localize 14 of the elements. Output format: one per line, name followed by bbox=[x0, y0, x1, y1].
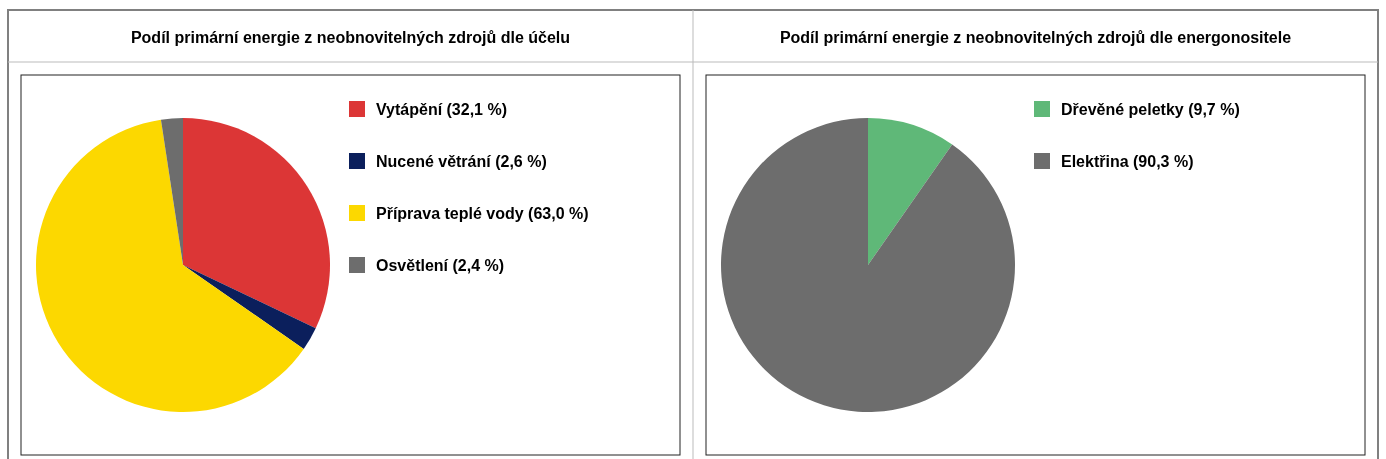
pie-slice bbox=[868, 118, 953, 265]
legend-label: Osvětlení (2,4 %) bbox=[376, 257, 505, 274]
pie-slice bbox=[160, 118, 183, 265]
chart-title: Podíl primární energie z neobnovitelných zdrojů dle energonositele bbox=[779, 29, 1292, 46]
legend-label: Nucené větrání (2,6 %) bbox=[376, 153, 547, 170]
pie-slice bbox=[183, 265, 316, 349]
legend-label: Vytápění (32,1 %) bbox=[376, 101, 508, 118]
legend-label: Dřevěné peletky (9,7 %) bbox=[1061, 101, 1240, 118]
chart-title: Podíl primární energie z neobnovitelných zdrojů dle účelu bbox=[130, 29, 571, 46]
legend-label: Elektřina (90,3 %) bbox=[1061, 153, 1194, 170]
pie-slice bbox=[36, 119, 304, 412]
pie-slice bbox=[183, 118, 330, 329]
pie-slice bbox=[721, 118, 1015, 412]
legend-label: Příprava teplé vody (63,0 %) bbox=[376, 205, 589, 222]
